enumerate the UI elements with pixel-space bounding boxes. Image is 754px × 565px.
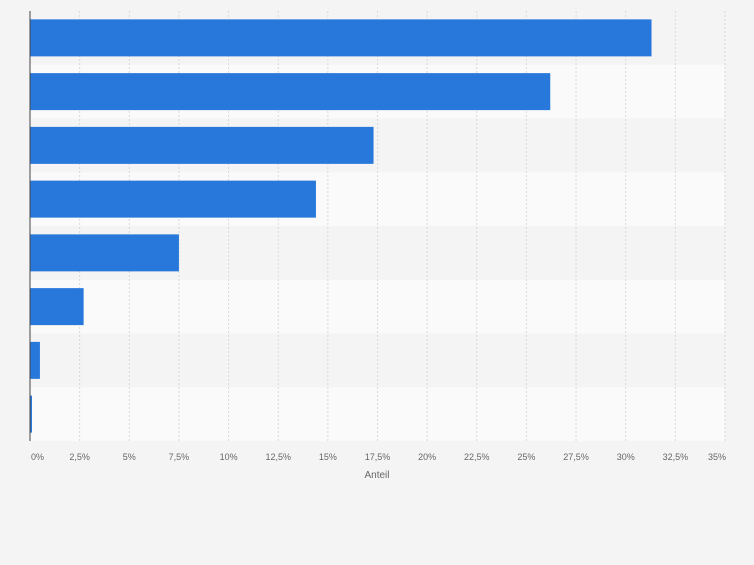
bar[interactable] <box>30 288 84 326</box>
x-tick-label: 32,5% <box>663 452 689 462</box>
bar[interactable] <box>30 126 374 164</box>
x-tick-label: 5% <box>123 452 136 462</box>
bar[interactable] <box>30 180 316 218</box>
x-tick-label: 12,5% <box>265 452 291 462</box>
x-tick-label: 30% <box>617 452 635 462</box>
x-tick-label: 2,5% <box>69 452 90 462</box>
x-tick-labels: 0% 2,5% 5% 7,5% 10% 12,5% 15% 17,5% 20% 22,5% 25% 2… <box>31 452 726 462</box>
bar[interactable] <box>30 234 179 272</box>
x-tick-label: 17,5% <box>365 452 391 462</box>
x-tick-label: 27,5% <box>563 452 589 462</box>
bars <box>30 19 652 433</box>
x-tick-label: 25% <box>517 452 535 462</box>
x-tick-label: 15% <box>319 452 337 462</box>
x-tick-label: 35% <box>708 452 726 462</box>
bar[interactable] <box>30 341 40 379</box>
x-tick-label: 7,5% <box>169 452 190 462</box>
x-tick-label: 20% <box>418 452 436 462</box>
bar[interactable] <box>30 395 32 433</box>
x-axis-label: Anteil <box>364 470 389 481</box>
bar[interactable] <box>30 73 551 111</box>
bar[interactable] <box>30 19 652 57</box>
x-tick-label: 0% <box>31 452 44 462</box>
x-tick-label: 10% <box>220 452 238 462</box>
x-tick-label: 22,5% <box>464 452 490 462</box>
